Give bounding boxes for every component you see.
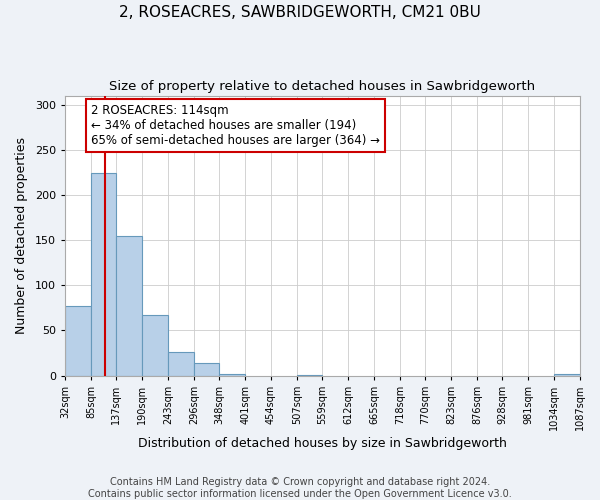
Title: Size of property relative to detached houses in Sawbridgeworth: Size of property relative to detached ho… [109, 80, 536, 93]
Bar [168, 352, 194, 376]
Bar [65, 306, 91, 376]
Bar [554, 374, 580, 376]
Bar [142, 315, 168, 376]
Bar [297, 374, 322, 376]
Text: Contains HM Land Registry data © Crown copyright and database right 2024.
Contai: Contains HM Land Registry data © Crown c… [88, 478, 512, 499]
Bar [194, 363, 220, 376]
Text: 2, ROSEACRES, SAWBRIDGEWORTH, CM21 0BU: 2, ROSEACRES, SAWBRIDGEWORTH, CM21 0BU [119, 5, 481, 20]
X-axis label: Distribution of detached houses by size in Sawbridgeworth: Distribution of detached houses by size … [138, 437, 507, 450]
Bar [220, 374, 245, 376]
Y-axis label: Number of detached properties: Number of detached properties [15, 137, 28, 334]
Bar [116, 236, 142, 376]
Bar [91, 174, 116, 376]
Text: 2 ROSEACRES: 114sqm
← 34% of detached houses are smaller (194)
65% of semi-detac: 2 ROSEACRES: 114sqm ← 34% of detached ho… [91, 104, 380, 147]
